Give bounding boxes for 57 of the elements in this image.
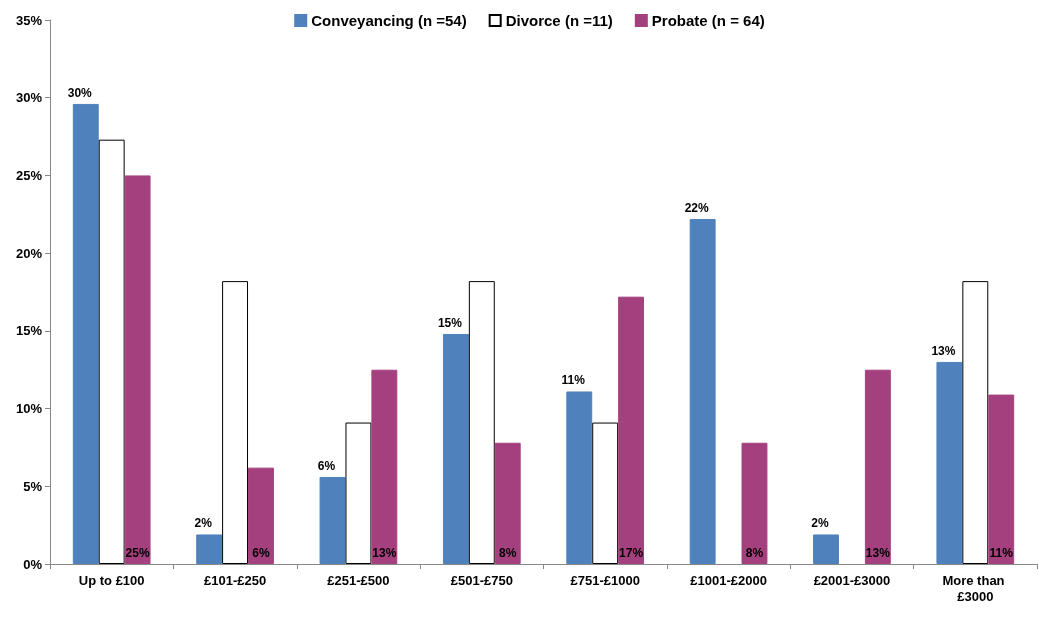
bar	[248, 467, 274, 564]
data-label: 30%	[67, 85, 93, 100]
data-label: 2%	[194, 516, 213, 531]
bar	[813, 534, 839, 564]
bar	[319, 476, 346, 564]
y-tick-label: 15%	[15, 323, 43, 339]
data-label: 11%	[989, 546, 1014, 560]
x-tick-label: £101-£250	[203, 572, 267, 588]
bar	[98, 139, 125, 564]
bar	[494, 442, 521, 564]
bar	[468, 281, 495, 564]
bar	[741, 442, 768, 564]
data-label: 8%	[499, 546, 517, 560]
bar	[618, 296, 645, 564]
data-label: 22%	[684, 200, 709, 215]
x-tick-label: More than £3000	[942, 572, 1009, 604]
legend-label: Probate (n = 64)	[651, 12, 765, 29]
legend-label: Conveyancing (n =54)	[311, 12, 467, 29]
data-label: 13%	[865, 546, 891, 560]
data-label: 6%	[317, 458, 336, 473]
x-tick-label: Up to £100	[78, 572, 145, 588]
bar	[345, 422, 372, 564]
y-tick-label: 30%	[15, 90, 43, 106]
bar	[196, 534, 223, 564]
y-tick-label: 35%	[15, 12, 43, 28]
x-tick-label: £751-£1000	[570, 572, 640, 588]
bar	[222, 281, 249, 564]
data-label: 2%	[811, 516, 830, 531]
bar	[566, 391, 593, 564]
bar	[689, 218, 716, 564]
x-tick-label: £1001-£2000	[690, 572, 767, 588]
data-label: 13%	[931, 343, 956, 358]
data-label: 17%	[619, 546, 644, 560]
data-label: 6%	[252, 546, 270, 560]
y-tick-label: 10%	[15, 401, 43, 417]
y-tick-label: 20%	[15, 245, 43, 261]
bar	[864, 369, 891, 564]
x-tick-label: £2001-£3000	[813, 572, 891, 588]
bar	[442, 333, 469, 564]
bar	[592, 422, 619, 564]
y-tick-label: 25%	[15, 167, 43, 183]
bar	[988, 394, 1015, 564]
bar	[72, 103, 99, 564]
data-label: 13%	[372, 546, 397, 560]
bar	[936, 361, 963, 564]
data-label: 11%	[561, 373, 586, 388]
data-label: 15%	[437, 315, 463, 330]
bar	[962, 281, 989, 564]
data-label: 25%	[125, 546, 150, 560]
x-tick-label: £501-£750	[450, 572, 513, 588]
data-label: 8%	[745, 546, 764, 560]
legend-label: Divorce (n =11)	[505, 12, 613, 29]
bar	[124, 175, 151, 564]
bar	[371, 369, 398, 564]
x-tick-label: £251-£500	[327, 572, 390, 588]
y-tick-label: 5%	[23, 478, 43, 494]
y-tick-label: 0%	[23, 556, 43, 572]
